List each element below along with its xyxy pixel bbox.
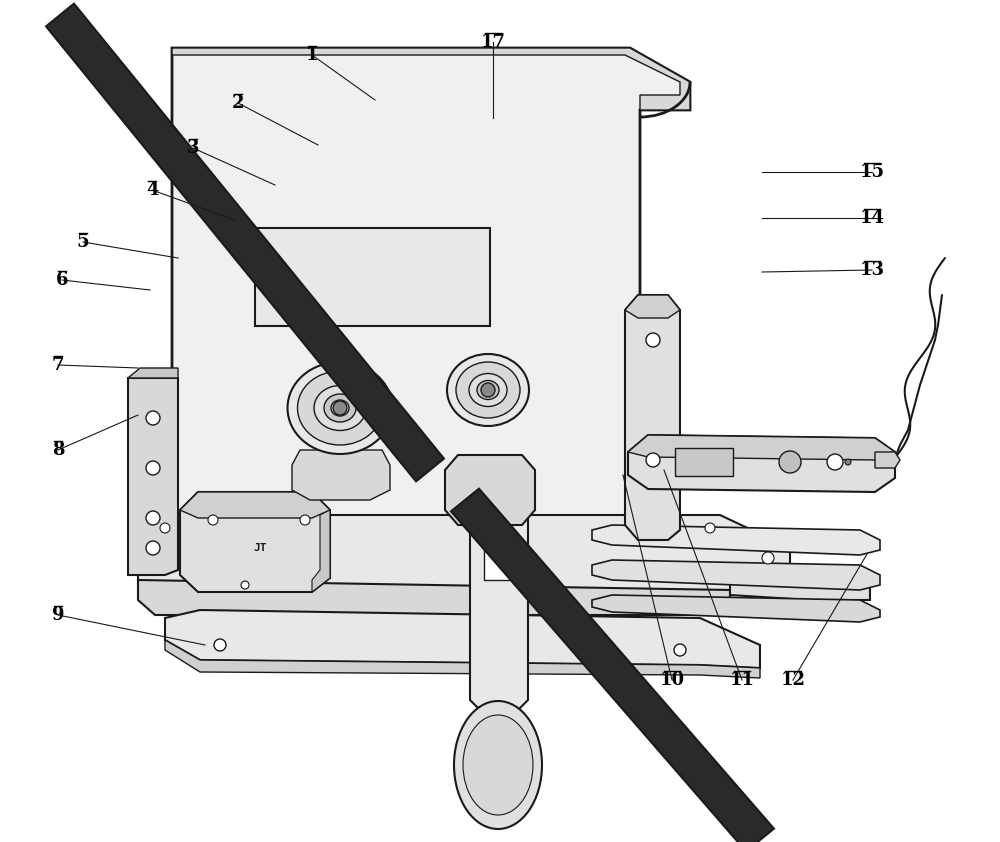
Ellipse shape xyxy=(454,701,542,829)
Ellipse shape xyxy=(447,354,529,426)
Text: 10: 10 xyxy=(659,671,685,689)
Ellipse shape xyxy=(324,394,356,422)
Text: 9: 9 xyxy=(52,606,64,624)
Text: 17: 17 xyxy=(481,33,506,51)
Polygon shape xyxy=(628,435,895,492)
Polygon shape xyxy=(180,492,330,518)
Ellipse shape xyxy=(477,381,499,399)
Circle shape xyxy=(705,523,715,533)
Polygon shape xyxy=(592,595,880,622)
Text: 13: 13 xyxy=(860,261,885,279)
Circle shape xyxy=(481,383,495,397)
Circle shape xyxy=(333,401,347,415)
Circle shape xyxy=(160,523,170,533)
Circle shape xyxy=(762,552,774,564)
Ellipse shape xyxy=(469,374,507,407)
Bar xyxy=(675,448,733,476)
Text: 3: 3 xyxy=(187,139,199,157)
Circle shape xyxy=(146,461,160,475)
Circle shape xyxy=(646,453,660,467)
Text: 8: 8 xyxy=(52,441,64,459)
Circle shape xyxy=(845,459,851,465)
Circle shape xyxy=(827,454,843,470)
Ellipse shape xyxy=(463,715,533,815)
Polygon shape xyxy=(628,435,895,460)
Polygon shape xyxy=(172,48,690,570)
Polygon shape xyxy=(470,490,528,718)
Polygon shape xyxy=(128,378,178,575)
Circle shape xyxy=(241,581,249,589)
Bar xyxy=(255,228,490,326)
Polygon shape xyxy=(165,610,760,668)
Text: 6: 6 xyxy=(56,271,68,289)
Polygon shape xyxy=(172,48,690,110)
Circle shape xyxy=(146,411,160,425)
Text: 1: 1 xyxy=(306,46,318,64)
Ellipse shape xyxy=(314,386,366,430)
Polygon shape xyxy=(180,492,330,592)
Text: 7: 7 xyxy=(52,356,64,374)
Text: 5: 5 xyxy=(77,233,89,251)
Polygon shape xyxy=(875,452,900,468)
Ellipse shape xyxy=(298,371,383,445)
Polygon shape xyxy=(138,515,790,590)
Polygon shape xyxy=(292,450,390,500)
Polygon shape xyxy=(46,3,444,482)
Polygon shape xyxy=(730,570,870,600)
Polygon shape xyxy=(312,510,330,592)
Circle shape xyxy=(208,515,218,525)
Circle shape xyxy=(146,511,160,525)
Bar xyxy=(484,535,512,580)
Polygon shape xyxy=(592,525,880,555)
Circle shape xyxy=(214,639,226,651)
Polygon shape xyxy=(165,640,760,678)
Text: 11: 11 xyxy=(730,671,755,689)
Ellipse shape xyxy=(288,362,393,454)
Polygon shape xyxy=(592,560,880,590)
Circle shape xyxy=(146,541,160,555)
Ellipse shape xyxy=(456,362,520,418)
Text: JT: JT xyxy=(253,543,267,553)
Polygon shape xyxy=(625,295,680,540)
Circle shape xyxy=(300,515,310,525)
Polygon shape xyxy=(470,490,528,513)
Text: 15: 15 xyxy=(859,163,885,181)
Text: 4: 4 xyxy=(146,181,158,199)
Text: 14: 14 xyxy=(860,209,885,227)
Ellipse shape xyxy=(331,400,349,416)
Circle shape xyxy=(674,644,686,656)
Polygon shape xyxy=(451,488,774,842)
Text: 12: 12 xyxy=(780,671,806,689)
Polygon shape xyxy=(128,368,178,378)
Circle shape xyxy=(779,451,801,473)
Polygon shape xyxy=(445,455,535,525)
Circle shape xyxy=(646,333,660,347)
Polygon shape xyxy=(625,295,680,318)
Text: 2: 2 xyxy=(232,94,244,112)
Polygon shape xyxy=(138,580,730,615)
